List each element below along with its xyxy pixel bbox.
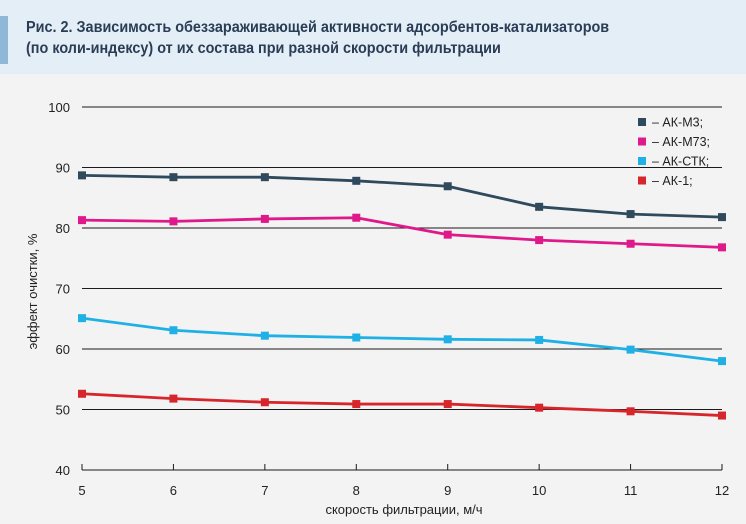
legend-label: – АК-М73;: [652, 135, 710, 149]
series-line: [81, 173, 723, 219]
x-tick-label: 12: [715, 483, 729, 498]
x-tick-label: 11: [624, 483, 638, 498]
chart-title: Рис. 2. Зависимость обеззараживающей акт…: [26, 17, 677, 59]
legend-marker: [638, 157, 646, 165]
data-point: [535, 335, 544, 344]
caption-accent-bar: [0, 16, 8, 64]
data-point: [78, 389, 86, 398]
data-point: [718, 411, 726, 420]
y-tick-label: 60: [56, 342, 70, 357]
data-point: [535, 202, 544, 211]
y-tick-label: 50: [56, 403, 70, 418]
data-point: [626, 210, 635, 219]
data-point: [169, 394, 178, 403]
data-point: [260, 331, 269, 340]
x-tick-label: 10: [532, 483, 546, 498]
data-point: [443, 400, 452, 409]
x-tick-label: 7: [261, 483, 268, 498]
data-point: [260, 398, 269, 407]
chart-title-line-2: (по коли-индексу) от их состава при разн…: [26, 40, 501, 57]
data-point: [535, 236, 544, 245]
data-point: [352, 176, 361, 185]
legend-label: – АК-1;: [652, 174, 693, 188]
data-point: [260, 214, 269, 223]
data-point: [78, 171, 86, 180]
data-point: [718, 243, 726, 252]
data-point: [169, 173, 178, 182]
series-line: [81, 392, 723, 417]
legend-label: – АК-СТК;: [652, 155, 709, 169]
chart-title-line-1: Рис. 2. Зависимость обеззараживающей акт…: [26, 19, 610, 36]
y-tick-label: 70: [56, 282, 70, 297]
legend-marker: [638, 118, 646, 126]
y-tick-label: 40: [56, 463, 70, 478]
data-point: [169, 217, 178, 226]
legend-marker: [638, 137, 646, 146]
x-tick-label: 8: [353, 483, 360, 498]
data-point: [626, 407, 635, 416]
data-point: [352, 400, 361, 409]
plot-background: [0, 74, 746, 524]
data-point: [78, 314, 86, 323]
data-point: [352, 213, 361, 222]
data-point: [535, 403, 544, 412]
legend-label: – АК-М3;: [652, 116, 703, 130]
data-point: [169, 326, 178, 335]
data-point: [718, 357, 726, 366]
data-point: [260, 173, 269, 182]
y-axis-title: эффект очистки, %: [25, 233, 40, 349]
data-point: [352, 333, 361, 342]
data-point: [443, 230, 452, 239]
series-line: [81, 316, 723, 363]
figure-caption: Рис. 2. Зависимость обеззараживающей акт…: [0, 0, 746, 74]
data-point: [718, 213, 726, 222]
series-line: [81, 216, 723, 249]
data-point: [443, 182, 452, 191]
data-point: [626, 239, 635, 248]
x-tick-label: 6: [170, 483, 177, 498]
x-tick-label: 5: [78, 483, 85, 498]
y-tick-label: 80: [56, 221, 70, 236]
x-tick-label: 9: [444, 483, 451, 498]
legend-marker: [638, 176, 646, 185]
data-point: [78, 216, 86, 225]
y-tick-label: 90: [56, 161, 70, 176]
x-axis-title: скорость фильтрации, м/ч: [325, 502, 482, 517]
y-tick-label: 100: [48, 100, 70, 115]
data-point: [626, 345, 635, 354]
data-point: [443, 335, 452, 344]
